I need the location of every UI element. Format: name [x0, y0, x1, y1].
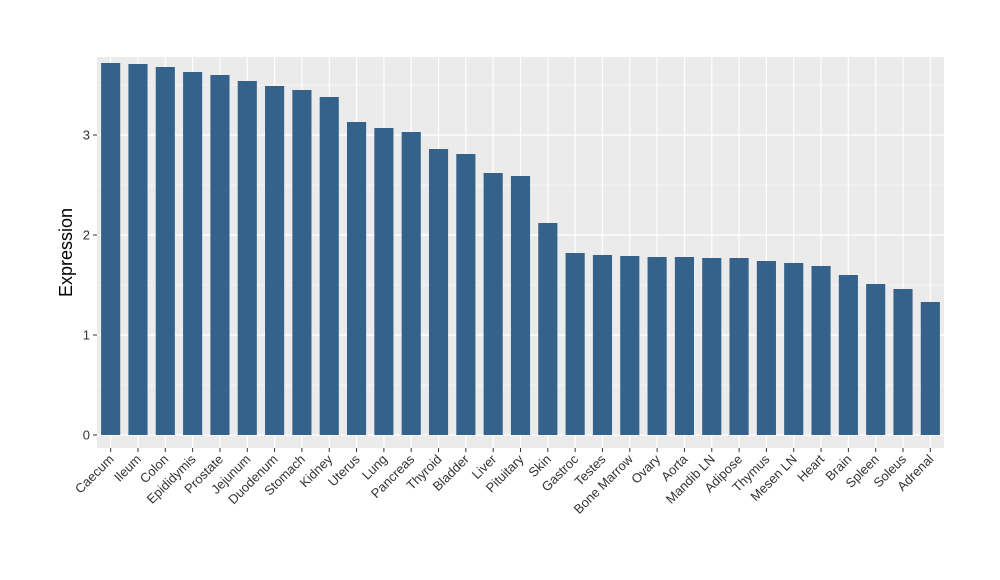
bar-caecum: [101, 63, 121, 435]
bar-liver: [483, 173, 503, 435]
bar-epididymis: [183, 72, 203, 435]
y-axis: 0 1 2 3: [83, 128, 97, 443]
x-tick-label: Uterus: [325, 451, 363, 489]
bar-bone-marrow: [620, 256, 640, 435]
bar-thyroid: [428, 149, 449, 435]
bar-ovary: [647, 257, 667, 435]
x-tick-label: Heart: [794, 451, 827, 484]
bar-spleen: [866, 284, 886, 435]
bar-testes: [592, 255, 613, 435]
bar-prostate: [210, 75, 230, 435]
bar-colon: [155, 67, 175, 435]
bar-skin: [538, 223, 558, 435]
y-tick-label: 1: [83, 328, 90, 343]
bar-duodenum: [265, 86, 285, 435]
bar-gastroc: [565, 253, 585, 435]
bar-jejunum: [237, 81, 257, 435]
bar-pituitary: [510, 176, 531, 435]
bar-thymus: [756, 261, 776, 435]
bars: [101, 63, 940, 435]
x-axis: CaecumIleumColonEpididymisProstateJejunu…: [72, 448, 937, 517]
bar-heart: [811, 266, 831, 435]
bar-adrenal: [920, 302, 940, 435]
bar-uterus: [347, 122, 367, 435]
x-tick-label: Ileum: [111, 452, 144, 485]
bar-aorta: [674, 257, 694, 435]
y-tick-label: 0: [83, 428, 90, 443]
bar-mesen-ln: [784, 263, 804, 435]
y-tick-label: 2: [83, 228, 90, 243]
bar-lung: [374, 128, 394, 435]
bar-bladder: [456, 154, 476, 435]
y-axis-title: Expression: [56, 208, 76, 297]
bar-stomach: [292, 90, 312, 435]
bar-brain: [838, 275, 858, 435]
bar-pancreas: [401, 132, 421, 435]
bar-mandib-ln: [702, 258, 722, 435]
bar-kidney: [319, 97, 339, 435]
bar-adipose: [729, 258, 749, 435]
x-tick-label: Ovary: [628, 451, 663, 486]
bar-ileum: [128, 64, 148, 435]
y-tick-label: 3: [83, 128, 90, 143]
bar-soleus: [893, 289, 913, 435]
